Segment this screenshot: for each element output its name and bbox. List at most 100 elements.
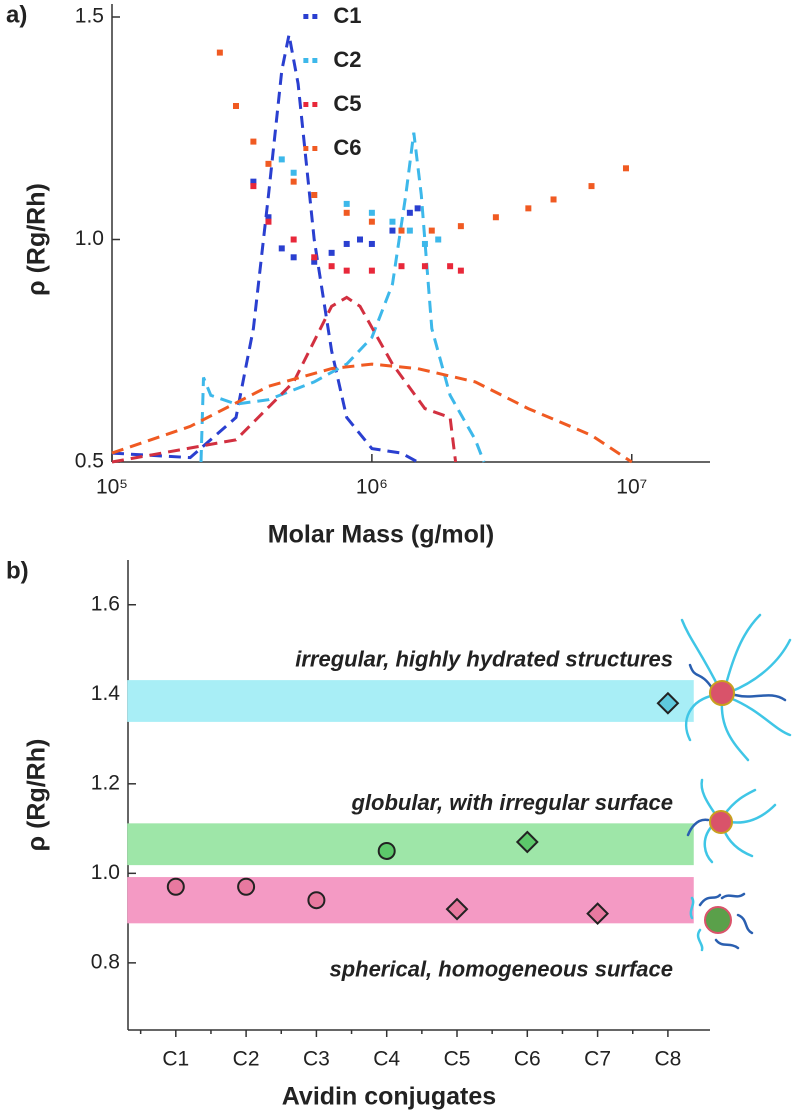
data-point — [656, 691, 680, 715]
x-tick-label: C2 — [233, 1048, 260, 1071]
data-point — [265, 214, 272, 221]
data-point — [290, 169, 297, 176]
data-point — [311, 254, 318, 261]
data-point — [368, 240, 375, 247]
data-point — [368, 209, 375, 216]
legend-marker — [303, 146, 309, 151]
data-point — [237, 877, 256, 896]
x-tick-label: C8 — [654, 1048, 681, 1071]
x-tick-label: 10⁵ — [96, 476, 128, 499]
legend-marker — [312, 58, 318, 63]
legend-marker — [303, 58, 309, 63]
panel-label: b) — [6, 557, 29, 584]
legend-label: C2 — [333, 47, 361, 72]
data-point — [586, 902, 610, 926]
legend-marker — [312, 102, 318, 107]
y-tick-label: 1.4 — [91, 682, 121, 705]
distribution-curve — [111, 34, 419, 464]
molecule-globular — [686, 778, 777, 864]
data-point — [278, 156, 285, 163]
x-tick-label: C7 — [584, 1048, 611, 1071]
data-point — [435, 236, 442, 243]
legend-label: C1 — [333, 3, 361, 28]
data-point — [414, 205, 421, 212]
data-point — [550, 196, 557, 203]
distribution-curve — [111, 295, 458, 464]
data-point — [216, 49, 223, 56]
data-point — [290, 236, 297, 243]
data-point — [265, 218, 272, 225]
data-point — [398, 263, 405, 270]
x-tick-label: C1 — [162, 1048, 189, 1071]
data-point — [328, 263, 335, 270]
legend-marker — [312, 146, 318, 151]
data-point — [311, 192, 318, 198]
molecule-spherical — [689, 892, 754, 952]
data-point — [525, 205, 532, 212]
legend-marker — [303, 102, 309, 107]
data-point — [311, 258, 318, 265]
data-point — [278, 245, 285, 252]
x-tick-label: 10⁶ — [356, 476, 388, 499]
y-tick-label: 1.0 — [75, 227, 104, 250]
data-point — [265, 160, 272, 167]
data-point — [343, 200, 350, 207]
data-point — [166, 877, 185, 896]
data-point — [290, 254, 297, 261]
x-tick-label: C5 — [444, 1048, 471, 1071]
data-point — [457, 223, 464, 230]
range-band — [127, 877, 694, 924]
x-tick-label: C3 — [303, 1048, 330, 1071]
legend-marker — [303, 14, 309, 19]
x-tick-label: C6 — [514, 1048, 541, 1071]
y-axis-title: ρ (Rg/Rh) — [23, 183, 51, 296]
y-tick-label: 0.5 — [75, 450, 104, 473]
data-point — [406, 227, 413, 234]
data-point — [343, 267, 350, 274]
molecule-illustrations — [680, 613, 792, 952]
data-point — [377, 841, 396, 860]
legend-marker — [312, 14, 318, 19]
data-point — [232, 103, 239, 109]
x-tick-label: C4 — [373, 1048, 400, 1071]
x-tick-label: 10⁷ — [616, 476, 647, 499]
range-band — [127, 680, 694, 722]
data-point — [492, 214, 499, 221]
data-point — [447, 263, 454, 270]
data-point — [250, 183, 257, 190]
y-axis-title: ρ (Rg/Rh) — [23, 739, 51, 852]
data-point — [250, 138, 257, 145]
data-point — [588, 183, 595, 190]
data-point — [428, 227, 435, 234]
x-axis-title: Molar Mass (g/mol) — [268, 521, 494, 549]
data-point — [406, 209, 413, 216]
data-point — [307, 891, 326, 910]
legend-label: C6 — [333, 135, 361, 160]
band-label: spherical, homogeneous surface — [329, 956, 673, 981]
data-point — [421, 240, 428, 247]
data-point — [389, 227, 396, 234]
y-tick-label: 1.2 — [91, 771, 120, 794]
y-tick-label: 1.5 — [75, 5, 104, 28]
panel-label: a) — [6, 1, 27, 28]
data-point — [328, 249, 335, 256]
distribution-curve — [199, 132, 486, 463]
band-label: globular, with irregular surface — [350, 790, 673, 815]
data-point — [368, 267, 375, 274]
data-point — [343, 209, 350, 216]
data-point — [389, 218, 396, 225]
legend-label: C5 — [333, 91, 361, 116]
data-point — [356, 236, 363, 243]
data-point — [398, 227, 405, 234]
x-axis-title: Avidin conjugates — [282, 1083, 496, 1110]
data-point — [445, 897, 469, 921]
distribution-curve — [111, 362, 633, 464]
data-point — [515, 830, 539, 854]
data-point — [622, 165, 629, 172]
y-tick-label: 1.0 — [91, 861, 120, 884]
data-point — [290, 178, 297, 185]
band-label: irregular, highly hydrated structures — [295, 647, 673, 672]
data-point — [421, 263, 428, 270]
data-point — [343, 240, 350, 247]
